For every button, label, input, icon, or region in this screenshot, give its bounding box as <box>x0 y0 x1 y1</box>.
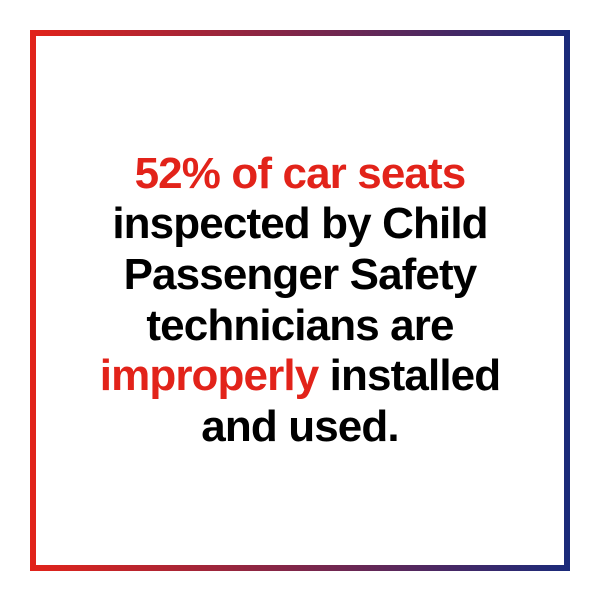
inner-panel: 52% of car seats inspected by Child Pass… <box>36 36 564 565</box>
stat-text: 52% of car seats inspected by Child Pass… <box>60 149 540 453</box>
stat-segment-0: 52% of car seats <box>135 149 466 198</box>
gradient-border: 52% of car seats inspected by Child Pass… <box>30 30 570 571</box>
stat-segment-2: improperly <box>100 351 319 400</box>
stat-segment-1: inspected by Child Passenger Safety tech… <box>112 199 487 349</box>
infographic-card: 52% of car seats inspected by Child Pass… <box>0 0 600 601</box>
